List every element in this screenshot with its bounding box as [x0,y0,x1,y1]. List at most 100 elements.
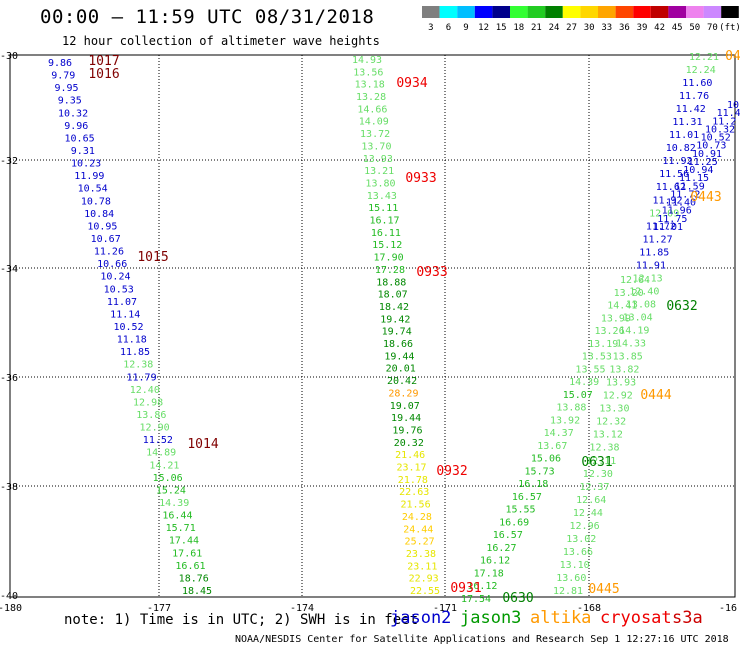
track-value: 11.92 [662,156,692,167]
track-jason3-value: 21.56 [401,500,431,511]
legend-swatch [598,6,616,18]
track-value: 13.53 [582,352,612,363]
track-value: 12.21 [689,52,719,63]
legend-swatch [545,6,563,18]
lon-tick-label: -168 [577,603,601,614]
track-value: 12.30 [583,469,613,480]
track-jason2-value: 18.76 [179,573,209,584]
track-jason2-value: 12.40 [130,385,160,396]
track-value: 10.91 [692,149,722,160]
track-jason3-value: 19.44 [391,413,421,424]
track-jason2-value: 18.45 [182,586,212,597]
track-jason3-value: 19.74 [382,327,412,338]
track-jason3-value: 18.07 [378,290,408,301]
track-jason2-value: 9.35 [58,96,82,107]
track-jason3-value: 13.28 [356,92,386,103]
legend-swatch [721,6,739,18]
track-value: 11.01 [669,130,699,141]
track-jason2-value: 12.98 [133,397,163,408]
track-jason2-value: 11.14 [110,309,140,320]
track-value: 14.33 [616,339,646,350]
legend-label: 15 [496,23,507,32]
time-label: 1014 [187,437,218,452]
track-value: 12.64 [620,275,650,286]
legend-swatch [703,6,722,18]
track-jason2-value: 14.39 [159,498,189,509]
track-jason3-value: 19.76 [392,425,422,436]
track-value: 12.24 [686,65,716,76]
track-value: 13.82 [609,365,639,376]
time-label: 0933 [416,265,447,280]
track-value: 11.2 [712,116,736,127]
track-jason3-value: 21.46 [395,450,425,461]
time-label: 0934 [396,76,427,91]
track-jason2-value: 11.26 [94,247,124,258]
track-value: 10.73 [696,141,726,152]
track-value: 12.44 [573,508,603,519]
track-jason2-value: 9.95 [54,83,78,94]
track-jason3-value: 21.78 [398,475,428,486]
track-value: 13.20 [614,288,644,299]
track-value: 10.32 [705,124,735,135]
track-value: 14.19 [619,326,649,337]
track-jason2-value: 16.44 [162,511,192,522]
track-value: 14.39 [569,377,599,388]
track-jason3-value: 13.43 [367,191,397,202]
time-label: 0631 [581,455,612,470]
track-jason2-value: 15.71 [166,523,196,534]
track-jason2-value: 10.95 [87,221,117,232]
track-value: 15.06 [531,454,561,465]
track-jason2-value: 11.79 [126,372,156,383]
track-jason3-value: 18.66 [383,339,413,350]
footer-credit: NOAA/NESDIS Center for Satellite Applica… [235,634,729,645]
track-jason3-value: 22.63 [399,487,429,498]
track-value: 15.55 [505,505,535,516]
legend-label: 33 [601,23,612,32]
track-jason3-value: 13.21 [364,166,394,177]
track-jason2-value: 10.24 [100,272,130,283]
track-value: 13.66 [563,547,593,558]
track-jason2-value: 14.21 [149,460,179,471]
legend-label: 18 [513,23,524,32]
lon-tick-label: -171 [433,603,457,614]
track-jason3-value: 16.17 [369,216,399,227]
time-label: 0445 [588,582,619,597]
lat-tick-label: -38 [0,482,18,493]
track-value: 16.27 [486,543,516,554]
lon-tick-label: -174 [290,603,314,614]
track-jason3-value: 14.66 [357,104,387,115]
lat-tick-label: -36 [0,373,18,384]
track-jason3-value: 16.11 [371,228,401,239]
track-jason2-value: 10.53 [104,284,134,295]
track-value: 10.94 [683,165,713,176]
track-jason2-value: 10.66 [97,259,127,270]
page-subtitle: 12 hour collection of altimeter wave hei… [62,34,380,48]
track-value: 16.12 [480,556,510,567]
track-value: 11.92 [652,195,682,206]
track-jason3-value: 13.18 [355,80,385,91]
track-value: 13.55 [575,364,605,375]
track-value: 11.01 [653,222,683,233]
legend-label: 42 [654,23,665,32]
time-label: 1016 [88,67,119,82]
track-jason3-value: 23.38 [406,549,436,560]
lat-tick-label: -32 [0,156,18,167]
lat-tick-label: -30 [0,51,18,62]
track-jason3-value: 19.44 [384,351,414,362]
track-jason2-value: 11.85 [120,347,150,358]
legend-swatch [633,6,651,18]
footer-note: note: 1) Time is in UTC; 2) SWH is in fe… [64,612,419,628]
track-value: 11.27 [643,234,673,245]
track-value: 13.30 [599,404,629,415]
track-jason3-value: 20.32 [394,438,424,449]
track-value: 11.72 [646,221,676,232]
track-jason3-value: 28.29 [388,388,418,399]
track-value: 16.12 [467,581,497,592]
track-jason2-value: 10.67 [91,234,121,245]
lon-tick-label: -180 [0,603,22,614]
track-value: 13.92 [550,415,580,426]
track-jason3-value: 13.80 [365,178,395,189]
legend-swatch [668,6,686,18]
legend-label: 50 [689,23,700,32]
